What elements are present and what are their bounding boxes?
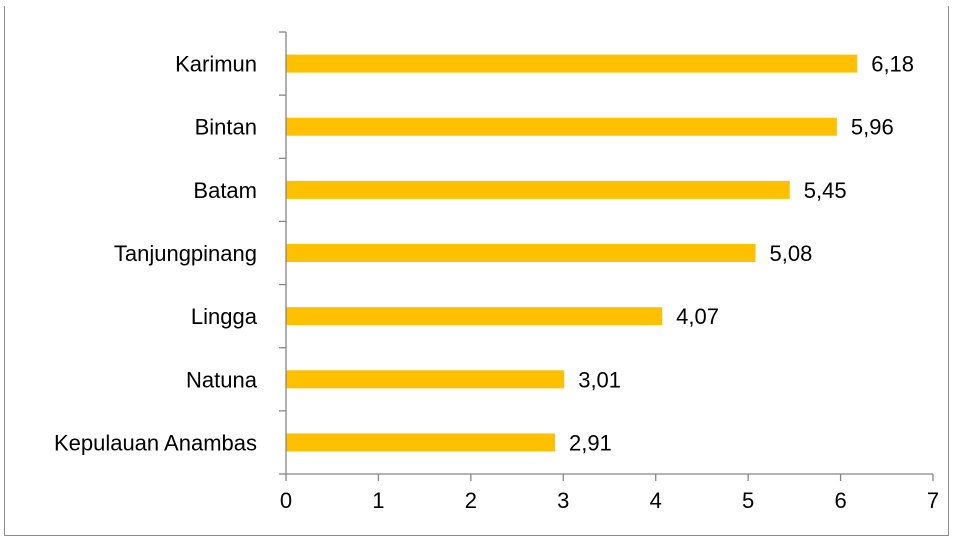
category-label-5: Natuna [186,367,258,392]
bar-3 [286,244,756,262]
x-tick-label-5: 5 [742,488,754,513]
labels-layer: Karimun 6,18 Bintan 5,96 Batam 5,45 Tanjungpin… [54,52,939,513]
bar-5 [286,370,565,389]
axes-layer [279,31,934,481]
category-label-2: Batam [193,178,257,203]
bar-4 [286,307,663,326]
data-label-0: 6,18 [871,52,914,77]
bar-0 [286,54,858,73]
x-tick-label-3: 3 [557,488,569,513]
data-label-6: 2,91 [569,430,612,455]
category-label-0: Karimun [175,52,257,77]
data-label-3: 5,08 [770,241,813,266]
bar-6 [286,433,555,452]
category-label-4: Lingga [191,304,258,329]
data-label-5: 3,01 [578,367,621,392]
data-label-4: 4,07 [676,304,719,329]
category-label-1: Bintan [195,115,257,140]
data-label-2: 5,45 [804,178,847,203]
data-label-1: 5,96 [851,115,894,140]
category-label-3: Tanjungpinang [114,241,257,266]
bar-1 [286,117,837,136]
x-tick-label-0: 0 [280,488,292,513]
bar-2 [286,180,790,199]
x-tick-label-4: 4 [650,488,662,513]
x-tick-label-1: 1 [372,488,384,513]
x-tick-label-2: 2 [465,488,477,513]
bars-layer [286,54,858,452]
x-tick-label-7: 7 [927,488,939,513]
x-tick-label-6: 6 [834,488,846,513]
category-label-6: Kepulauan Anambas [54,430,257,455]
